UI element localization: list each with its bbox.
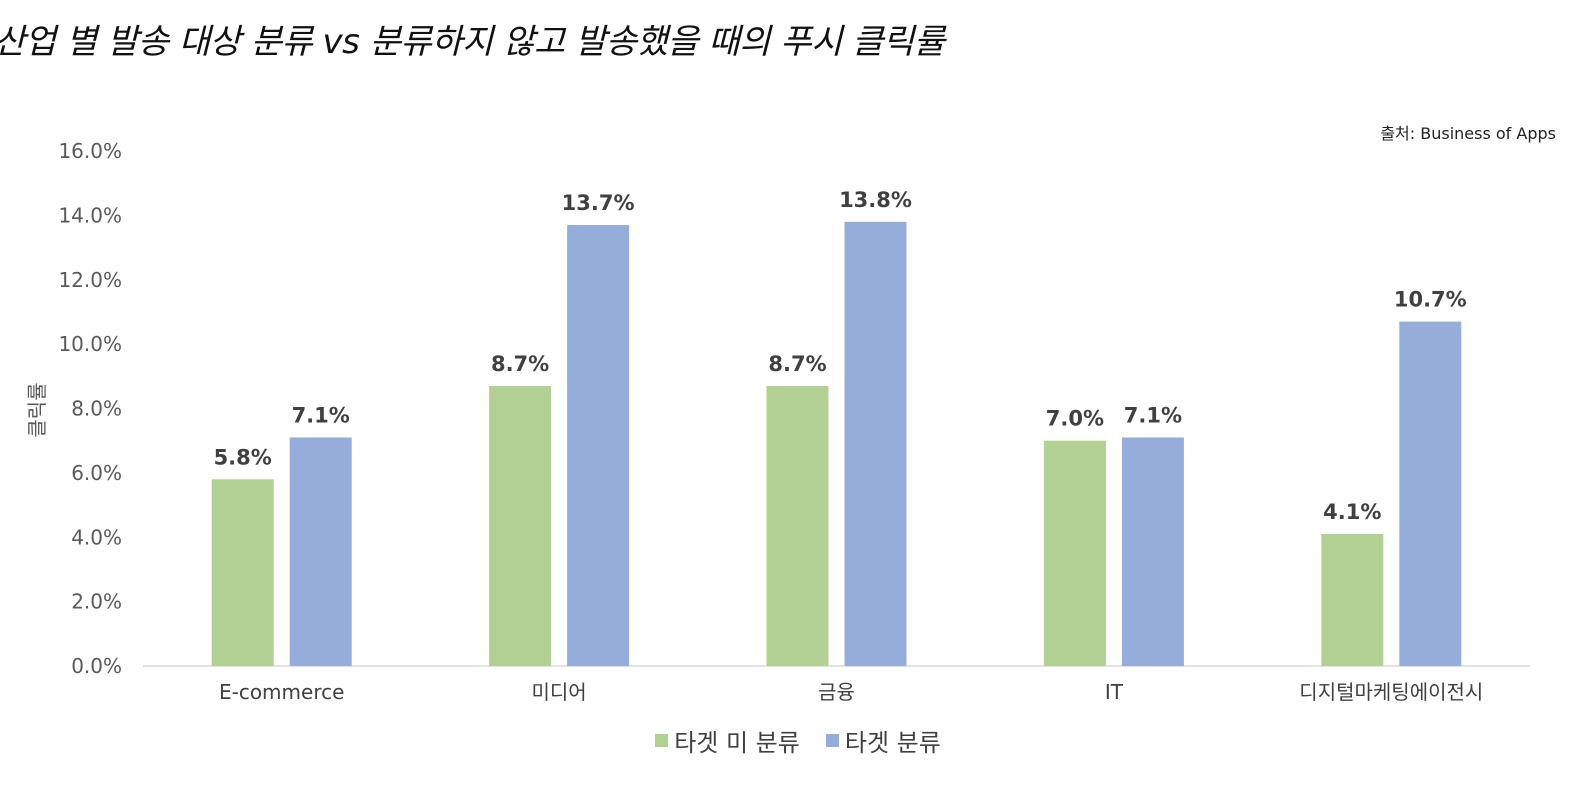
y-tick-label: 2.0% bbox=[71, 590, 122, 614]
x-tick-label: 금융 bbox=[818, 680, 855, 704]
data-label: 4.1% bbox=[1323, 500, 1381, 524]
y-tick-label: 6.0% bbox=[71, 461, 122, 485]
source-note: 출처: Business of Apps bbox=[1380, 124, 1556, 143]
data-label: 7.1% bbox=[292, 403, 350, 427]
y-tick-label: 0.0% bbox=[71, 654, 122, 678]
legend-item-targeted: 타겟 분류 bbox=[825, 723, 941, 758]
bar-targeted bbox=[1121, 437, 1184, 666]
bar-untargeted bbox=[1043, 440, 1106, 666]
data-label: 7.1% bbox=[1124, 403, 1182, 427]
y-tick-label: 8.0% bbox=[71, 397, 122, 421]
bar-targeted bbox=[844, 221, 907, 666]
bar-untargeted bbox=[766, 385, 829, 666]
x-tick-label: IT bbox=[1105, 680, 1124, 704]
y-tick-label: 10.0% bbox=[58, 332, 122, 356]
data-label: 5.8% bbox=[214, 445, 272, 469]
bar-untargeted bbox=[489, 385, 552, 666]
data-label: 7.0% bbox=[1046, 407, 1104, 431]
legend-item-untargeted: 타겟 미 분류 bbox=[655, 723, 800, 758]
data-label: 13.7% bbox=[562, 191, 635, 215]
y-axis-title: 클릭률 bbox=[25, 382, 49, 437]
bar-chart: 0.0% 2.0% 4.0% 6.0% 8.0% 10.0% 12.0% 14.0% 16.0%… bbox=[25, 139, 1530, 704]
x-tick-label: 디지털마케팅에이전시 bbox=[1299, 680, 1483, 704]
bar-untargeted bbox=[211, 479, 274, 666]
legend: 타겟 미 분류 타겟 분류 bbox=[0, 723, 1596, 758]
bar-untargeted bbox=[1321, 534, 1384, 666]
y-tick-label: 14.0% bbox=[58, 203, 122, 227]
y-tick-label: 4.0% bbox=[71, 525, 122, 549]
legend-label-untargeted: 타겟 미 분류 bbox=[674, 729, 800, 757]
data-label: 8.7% bbox=[768, 352, 826, 376]
legend-label-targeted: 타겟 분류 bbox=[844, 729, 941, 757]
bar-targeted bbox=[289, 437, 352, 666]
legend-swatch-untargeted bbox=[655, 734, 669, 747]
y-tick-label: 16.0% bbox=[58, 139, 122, 163]
x-tick-label: 미디어 bbox=[531, 680, 586, 704]
x-tick-label: E-commerce bbox=[219, 680, 344, 704]
y-tick-label: 12.0% bbox=[58, 268, 122, 292]
data-label: 13.8% bbox=[839, 188, 912, 212]
bar-targeted bbox=[567, 225, 630, 666]
data-label: 8.7% bbox=[491, 352, 549, 376]
chart-title: 산업 별 발송 대상 분류 vs 분류하지 않고 발송했을 때의 푸시 클릭률 bbox=[0, 22, 945, 62]
legend-swatch-targeted bbox=[825, 734, 839, 747]
data-label: 10.7% bbox=[1394, 288, 1467, 312]
bar-targeted bbox=[1399, 321, 1462, 666]
